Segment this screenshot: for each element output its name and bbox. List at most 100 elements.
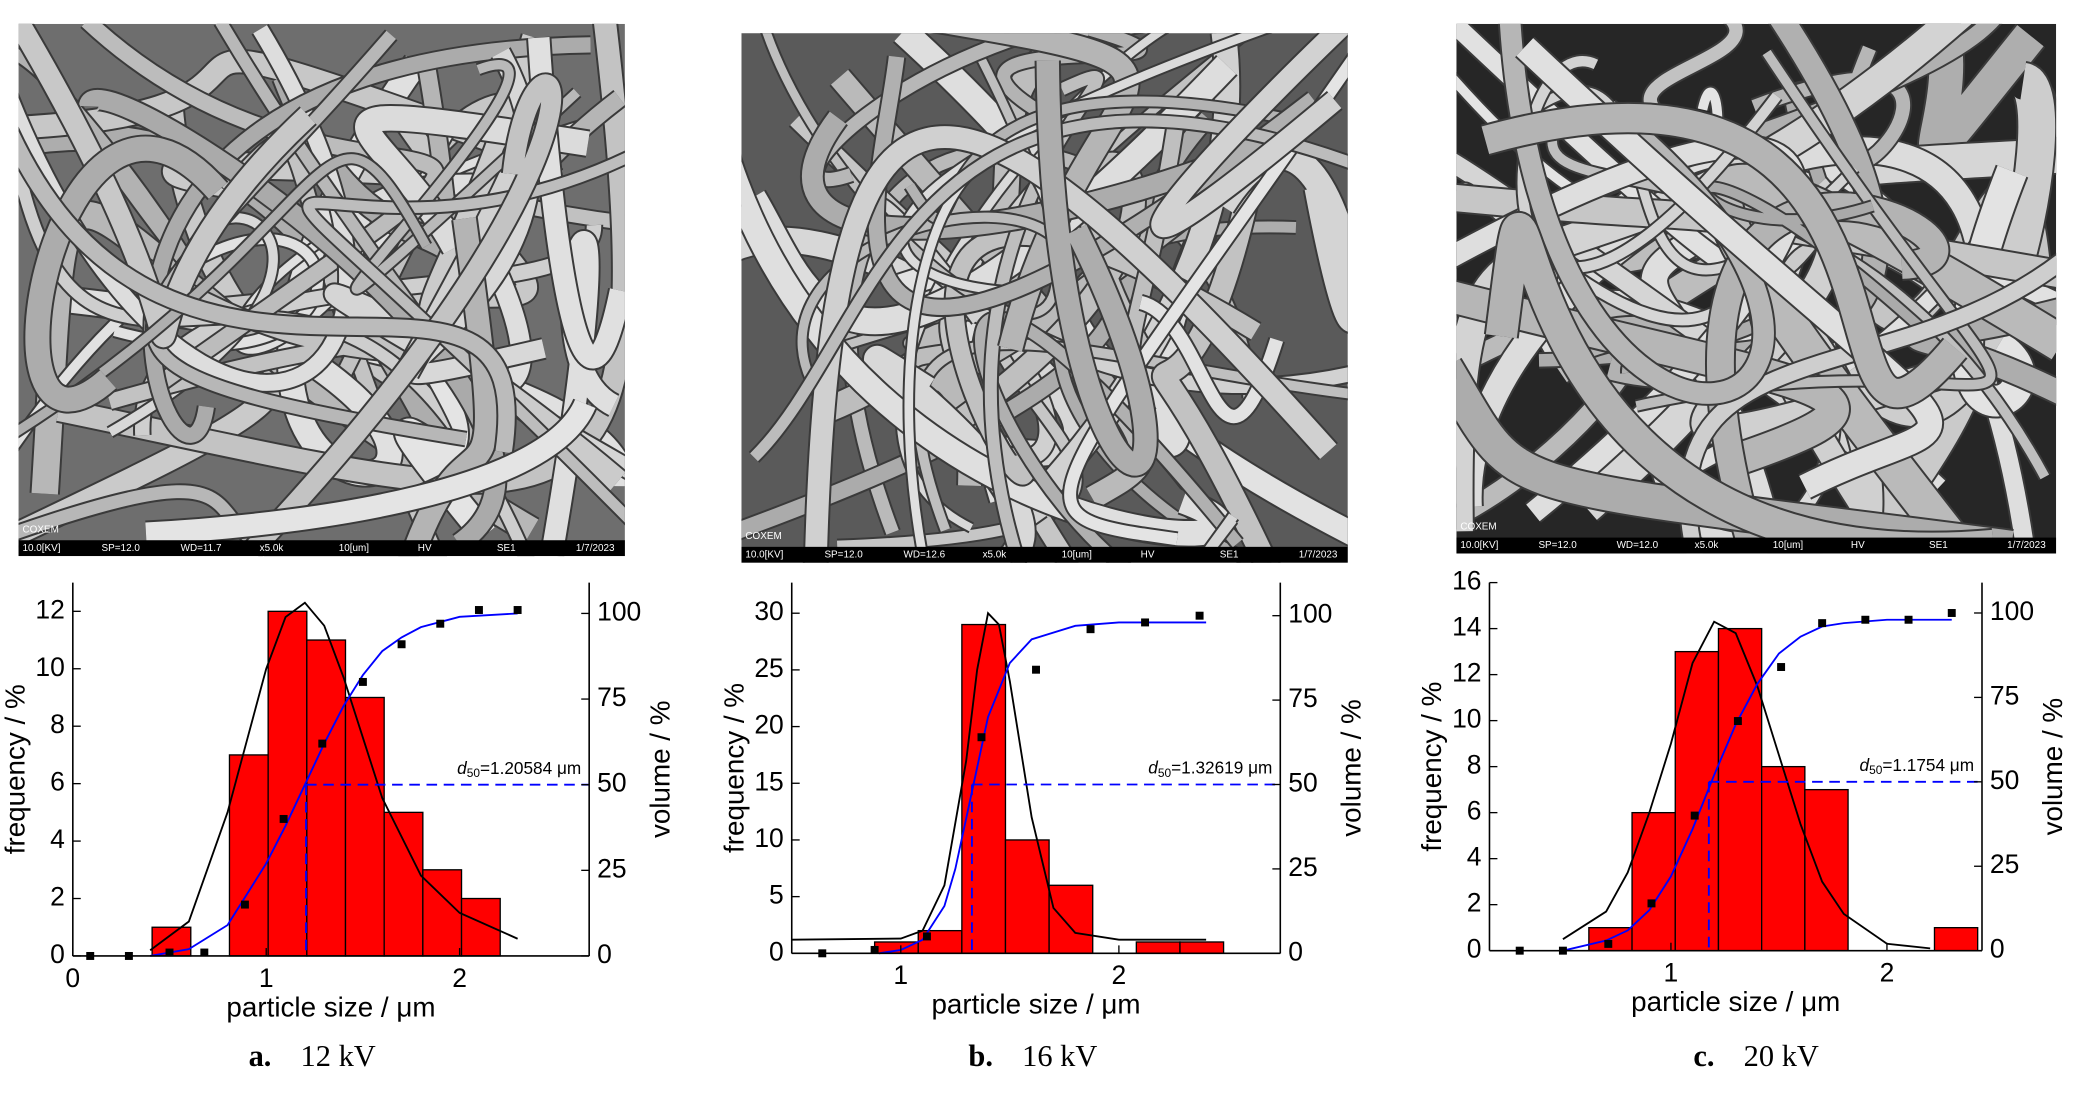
- fiber: [1064, 56, 1348, 546]
- y-tick-label: 15: [754, 766, 783, 796]
- y-tick-label: 4: [50, 824, 65, 854]
- fiber: [1151, 33, 1348, 237]
- panel-label: b.: [968, 1039, 993, 1073]
- cumulative-point: [1086, 625, 1095, 634]
- bar: [1048, 884, 1094, 954]
- cumulative-point: [1861, 615, 1870, 624]
- cumulative-point: [240, 900, 249, 909]
- info-text: SP=12.0: [1538, 540, 1577, 551]
- y2-tick-label: 50: [1990, 765, 2019, 795]
- fiber: [18, 154, 431, 436]
- y2-tick-label: 100: [1990, 596, 2034, 626]
- y-axis-label: frequency / %: [0, 684, 31, 854]
- info-text: SP=12.0: [824, 549, 863, 560]
- y-tick-label: 10: [1452, 704, 1481, 734]
- info-text: 10[um]: [339, 543, 370, 554]
- info-text: HV: [1141, 549, 1155, 560]
- info-text: 10.0[KV]: [1460, 540, 1498, 551]
- bar: [1933, 926, 1979, 952]
- fiber: [145, 398, 596, 545]
- info-text: x5.0k: [260, 543, 284, 554]
- y-tick-label: 10: [754, 823, 783, 853]
- x-tick-label: 1: [1664, 957, 1679, 987]
- y-tick-label: 25: [754, 653, 783, 683]
- cumulative-point: [1141, 618, 1150, 627]
- info-text: SE1: [497, 543, 516, 554]
- cumulative-point: [922, 932, 931, 941]
- d50-text: =1.20584 μm: [480, 757, 581, 777]
- y2-axis-label: volume / %: [644, 701, 675, 838]
- bar: [306, 639, 347, 957]
- fiber: [18, 485, 419, 557]
- x-axis-label: particle size / μm: [1631, 986, 1840, 1017]
- info-text: SP=12.0: [102, 543, 141, 554]
- bar: [344, 696, 385, 957]
- cumulative-point: [1690, 811, 1699, 820]
- x-tick-label: 0: [65, 963, 80, 993]
- d50-symbol: d: [1860, 754, 1871, 774]
- fiber: [1485, 212, 1995, 554]
- cumulative-point: [1947, 609, 1956, 617]
- cumulative-point: [397, 640, 406, 649]
- cumulative-point: [1604, 939, 1613, 948]
- fiber: [802, 111, 1231, 239]
- y2-tick-label: 50: [1288, 768, 1317, 798]
- d50-label: d50=1.20584 μm: [457, 757, 581, 780]
- brand: COXEM: [23, 524, 59, 535]
- info-text: 10[um]: [1062, 549, 1093, 560]
- info-text: HV: [1851, 540, 1865, 551]
- cumulative-point: [1647, 899, 1656, 908]
- cumulative-point: [165, 948, 174, 957]
- y-tick-label: 16: [1452, 566, 1481, 596]
- x-tick-label: 2: [452, 963, 467, 993]
- y-tick-label: 5: [769, 880, 784, 910]
- fiber: [244, 74, 562, 557]
- d50-label: d50=1.1754 μm: [1860, 754, 1975, 777]
- y-axis-label: frequency / %: [1416, 682, 1447, 852]
- fiber: [18, 36, 195, 271]
- y-tick-label: 2: [50, 882, 65, 912]
- info-bar: [741, 546, 1348, 563]
- cumulative-point: [474, 606, 483, 614]
- y2-tick-label: 100: [597, 596, 641, 626]
- cumulative-point: [436, 619, 445, 628]
- fiber: [1516, 38, 1943, 498]
- cumulative-fit: [878, 621, 1207, 955]
- panel-label: c.: [1693, 1039, 1714, 1073]
- cumulative-point: [1733, 717, 1742, 726]
- x-tick-label: 1: [259, 963, 274, 993]
- normal-fit: [791, 611, 1207, 941]
- fiber: [1203, 513, 1238, 556]
- info-text: x5.0k: [1695, 540, 1719, 551]
- y2-tick-label: 25: [1288, 852, 1317, 882]
- d50-symbol: d: [457, 757, 468, 777]
- cumulative-point: [1904, 615, 1913, 624]
- d50-label: d50=1.32619 μm: [1148, 757, 1272, 780]
- info-bar: [1456, 537, 2057, 554]
- cumulative-point: [318, 739, 327, 748]
- info-text: 1/7/2023: [1299, 549, 1338, 560]
- fiber: [25, 136, 227, 412]
- info-text: WD=11.7: [181, 543, 222, 554]
- cumulative-fit: [150, 612, 518, 957]
- y2-tick-label: 75: [1288, 683, 1317, 713]
- fiber: [1036, 60, 1157, 476]
- info-text: 1/7/2023: [2007, 540, 2046, 551]
- cumulative-point: [513, 606, 522, 614]
- info-text: SE1: [1929, 540, 1948, 551]
- y-tick-label: 6: [1467, 796, 1482, 826]
- y2-tick-label: 0: [1990, 934, 2005, 964]
- cumulative-point: [977, 733, 986, 742]
- fiber: [31, 202, 539, 543]
- bar: [1179, 941, 1225, 954]
- y-tick-label: 30: [754, 596, 783, 626]
- x-axis-label: particle size / μm: [931, 989, 1140, 1020]
- panel-caption: 20 kV: [1744, 1039, 1819, 1073]
- bar: [460, 897, 501, 957]
- y-tick-label: 12: [1452, 658, 1481, 688]
- panel-label: a.: [249, 1039, 272, 1073]
- y2-tick-label: 25: [597, 853, 626, 883]
- fiber: [1481, 103, 1966, 408]
- y-tick-label: 8: [50, 709, 65, 739]
